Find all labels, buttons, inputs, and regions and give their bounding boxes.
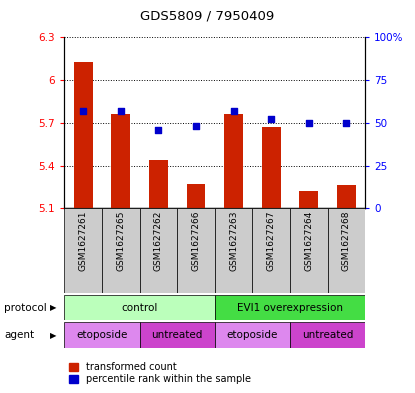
Point bbox=[268, 116, 274, 123]
Point bbox=[193, 123, 199, 129]
Text: GSM1627266: GSM1627266 bbox=[191, 211, 200, 271]
Bar bbox=[327, 208, 365, 293]
Point bbox=[117, 108, 124, 114]
Bar bbox=[290, 208, 327, 293]
Text: untreated: untreated bbox=[302, 330, 353, 340]
Text: control: control bbox=[121, 303, 158, 312]
Text: agent: agent bbox=[4, 330, 34, 340]
Point bbox=[230, 108, 237, 114]
Bar bbox=[139, 322, 215, 348]
Point bbox=[305, 120, 312, 126]
Text: GSM1627261: GSM1627261 bbox=[78, 211, 88, 271]
Point bbox=[80, 108, 86, 114]
Text: untreated: untreated bbox=[151, 330, 203, 340]
Text: protocol: protocol bbox=[4, 303, 47, 312]
Legend: transformed count, percentile rank within the sample: transformed count, percentile rank withi… bbox=[69, 362, 251, 384]
Text: GDS5809 / 7950409: GDS5809 / 7950409 bbox=[140, 10, 275, 23]
Text: EVI1 overexpression: EVI1 overexpression bbox=[237, 303, 343, 312]
Bar bbox=[337, 185, 356, 208]
Bar bbox=[177, 208, 215, 293]
Text: GSM1627262: GSM1627262 bbox=[154, 211, 163, 271]
Bar bbox=[64, 208, 102, 293]
Text: GSM1627268: GSM1627268 bbox=[342, 211, 351, 271]
Bar bbox=[64, 295, 215, 320]
Bar bbox=[102, 208, 139, 293]
Bar bbox=[215, 322, 290, 348]
Bar bbox=[187, 184, 205, 208]
Point bbox=[155, 127, 162, 133]
Text: GSM1627264: GSM1627264 bbox=[304, 211, 313, 271]
Bar bbox=[299, 191, 318, 208]
Bar bbox=[262, 127, 281, 208]
Bar bbox=[252, 208, 290, 293]
Bar bbox=[64, 322, 139, 348]
Text: GSM1627265: GSM1627265 bbox=[116, 211, 125, 271]
Bar bbox=[224, 114, 243, 208]
Bar bbox=[215, 295, 365, 320]
Bar bbox=[149, 160, 168, 208]
Text: ▶: ▶ bbox=[49, 303, 56, 312]
Bar bbox=[74, 62, 93, 208]
Text: etoposide: etoposide bbox=[76, 330, 128, 340]
Bar bbox=[111, 114, 130, 208]
Text: ▶: ▶ bbox=[49, 331, 56, 340]
Bar bbox=[139, 208, 177, 293]
Text: GSM1627267: GSM1627267 bbox=[267, 211, 276, 271]
Bar bbox=[215, 208, 252, 293]
Point bbox=[343, 120, 350, 126]
Text: etoposide: etoposide bbox=[227, 330, 278, 340]
Text: GSM1627263: GSM1627263 bbox=[229, 211, 238, 271]
Bar bbox=[290, 322, 365, 348]
